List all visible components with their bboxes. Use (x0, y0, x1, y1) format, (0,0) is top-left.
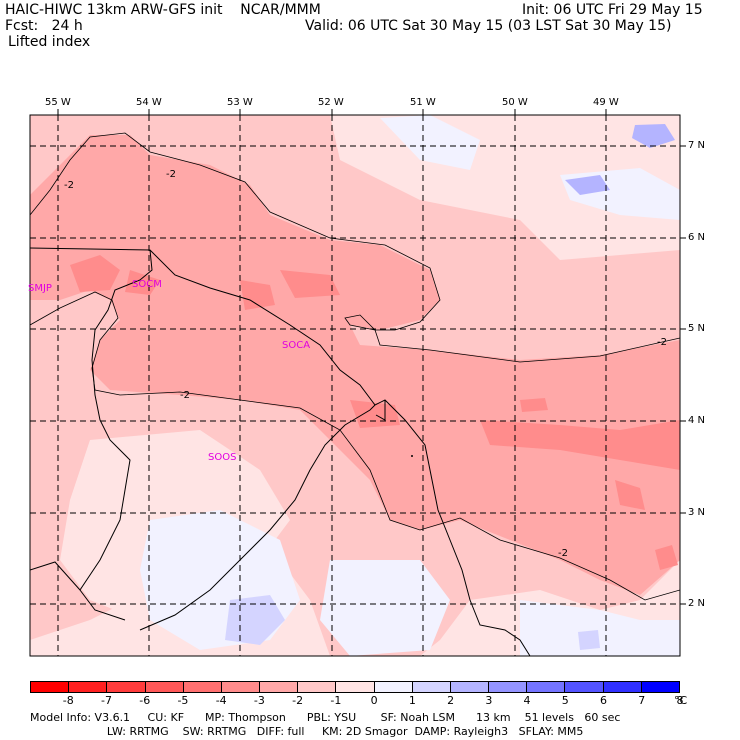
lon-label: 54 W (136, 97, 162, 108)
colorbar-tick-label: -3 (253, 694, 265, 707)
model-info-line1: Model Info: V3.6.1 CU: KF MP: Thompson P… (30, 711, 621, 724)
shade-zero-zone (380, 115, 480, 170)
colorbar-segment (336, 682, 375, 692)
lat-label: 7 N (688, 140, 706, 151)
lon-label: 49 W (593, 97, 619, 108)
colorbar-tick-label: -4 (215, 694, 227, 707)
model-title: HAIC-HIWC 13km ARW-GFS init NCAR/MMM (5, 2, 321, 18)
colorbar-unit: °C (674, 694, 688, 707)
colorbar-tick-label: 0 (370, 694, 378, 707)
contour-label: -2 (180, 390, 190, 401)
colorbar-segment (298, 682, 337, 692)
valid-time: Valid: 06 UTC Sat 30 May 15 (03 LST Sat … (305, 18, 672, 34)
contour-label: -2 (558, 548, 568, 559)
lat-label: 2 N (688, 598, 706, 609)
station-label: SOOS (208, 452, 237, 463)
map-frame (29, 114, 681, 657)
station-label: SMJP (28, 283, 52, 294)
lat-label: 5 N (688, 323, 706, 334)
colorbar-tick-label: 2 (447, 694, 455, 707)
colorbar-tick-label: 8 (676, 694, 684, 707)
lat-label: 4 N (688, 415, 706, 426)
colorbar-tick-label: 5 (561, 694, 569, 707)
colorbar-tick-label: 4 (523, 694, 531, 707)
shade-minus2-band (30, 135, 680, 595)
model-info-line2: LW: RRTMG SW: RRTMG DIFF: full KM: 2D Sm… (30, 725, 584, 738)
lat-lon-grid (30, 115, 680, 656)
forecast-hour: Fcst: 24 h (5, 18, 83, 34)
lat-label: 6 N (688, 232, 706, 243)
contour-minus2 (30, 132, 680, 601)
lon-label: 52 W (318, 97, 344, 108)
colorbar-segment (183, 682, 222, 692)
colorbar-segment (527, 682, 566, 692)
colorbar-tick-label: 6 (600, 694, 608, 707)
colorbar-segment (145, 682, 184, 692)
colorbar-segment (107, 682, 146, 692)
init-time: Init: 06 UTC Fri 29 May 15 (522, 2, 703, 18)
colorbar-tick-label: -2 (292, 694, 304, 707)
colorbar-tick-label: 3 (485, 694, 493, 707)
contour-label: -2 (657, 337, 667, 348)
station-label: SOCM (132, 279, 162, 290)
colorbar-segment (260, 682, 299, 692)
colorbar-tick-label: -1 (330, 694, 342, 707)
lon-label: 53 W (227, 97, 253, 108)
colorbar-segment (31, 682, 70, 692)
lat-label: 3 N (688, 507, 706, 518)
field-name: Lifted index (8, 34, 91, 50)
station-label: SOCA (282, 340, 311, 351)
colorbar-tick-label: 1 (408, 694, 416, 707)
coastline (30, 247, 531, 656)
colorbar-segment (69, 682, 108, 692)
colorbar-tick-label: 7 (638, 694, 646, 707)
contour-label: -2 (64, 180, 74, 191)
lon-label: 50 W (502, 97, 528, 108)
contour-label: -2 (166, 169, 176, 180)
colorbar-tick-label: -8 (62, 694, 74, 707)
colorbar-segment (603, 682, 642, 692)
lon-label: 55 W (45, 97, 71, 108)
colorbar-tick-label: -5 (177, 694, 189, 707)
colorbar-segment (412, 682, 451, 692)
colorbar-segment (565, 682, 604, 692)
colorbar (30, 681, 680, 693)
lon-label: 51 W (410, 97, 436, 108)
colorbar-segment (450, 682, 490, 692)
colorbar-segment (641, 682, 679, 692)
colorbar-segment (489, 682, 528, 692)
colorbar-segment (374, 682, 413, 692)
colorbar-segment (221, 682, 261, 692)
colorbar-tick-label: -7 (100, 694, 112, 707)
colorbar-tick-label: -6 (139, 694, 151, 707)
